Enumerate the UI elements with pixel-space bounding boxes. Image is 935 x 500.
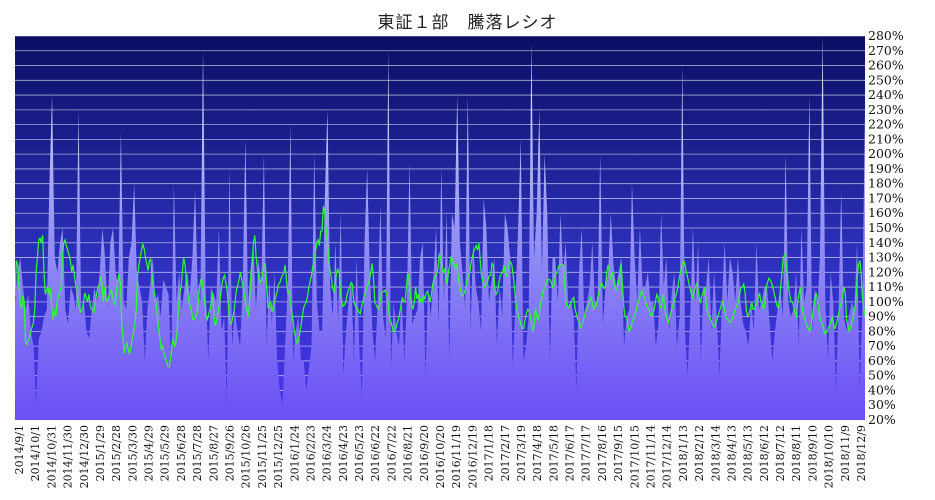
- x-tick-label: 2017/2/17: [499, 425, 512, 481]
- x-tick-label: 2018/6/12: [758, 425, 771, 481]
- y-tick-label: 220%: [868, 117, 904, 132]
- x-tick-label: 2017/1/18: [483, 425, 496, 481]
- x-tick-label: 2014/12/30: [78, 425, 91, 488]
- x-tick-label: 2016/9/20: [418, 425, 431, 481]
- y-tick-label: 30%: [868, 397, 896, 412]
- x-tick-label: 2016/2/23: [305, 425, 318, 481]
- y-tick-label: 250%: [868, 72, 904, 87]
- x-tick-label: 2018/9/10: [806, 425, 819, 481]
- x-tick-label: 2017/3/19: [515, 425, 528, 481]
- x-tick-label: 2014/10/1: [29, 425, 42, 481]
- y-tick-label: 130%: [868, 250, 904, 265]
- y-tick-label: 280%: [868, 28, 904, 43]
- x-tick-label: 2017/10/15: [628, 425, 641, 488]
- y-tick-label: 70%: [868, 338, 896, 353]
- series-25-day-line: [15, 205, 865, 368]
- x-tick-label: 2015/2/28: [110, 425, 123, 481]
- x-tick-label: 2015/1/29: [94, 425, 107, 481]
- y-tick-label: 40%: [868, 382, 896, 397]
- x-tick-label: 2016/8/21: [402, 425, 415, 481]
- y-axis: 20%30%40%50%60%70%80%90%100%110%120%130%…: [868, 28, 904, 427]
- y-tick-label: 260%: [868, 58, 904, 73]
- x-tick-label: 2015/12/25: [272, 425, 285, 488]
- y-tick-label: 160%: [868, 205, 904, 220]
- x-tick-label: 2017/8/16: [596, 425, 609, 481]
- x-tick-label: 2015/7/28: [191, 425, 204, 481]
- y-tick-label: 90%: [868, 309, 896, 324]
- x-tick-label: 2016/6/22: [369, 425, 382, 481]
- chart-title: 東証１部 騰落レシオ: [377, 13, 558, 33]
- x-tick-label: 2014/9/1: [13, 425, 26, 474]
- x-tick-label: 2017/12/14: [661, 425, 674, 488]
- x-tick-label: 2015/5/29: [159, 425, 172, 481]
- y-tick-label: 270%: [868, 43, 904, 58]
- y-tick-label: 190%: [868, 161, 904, 176]
- x-tick-label: 2015/8/27: [207, 425, 220, 481]
- x-tick-label: 2015/3/30: [126, 425, 139, 481]
- x-axis: 2014/9/1 2014/10/1 2014/10/31 2014/11/30 201…: [13, 425, 868, 488]
- x-tick-label: 2018/12/9: [855, 425, 868, 481]
- x-tick-label: 2016/5/23: [353, 425, 366, 481]
- x-tick-label: 2015/6/28: [175, 425, 188, 481]
- y-tick-label: 180%: [868, 176, 904, 191]
- y-tick-label: 50%: [868, 368, 896, 383]
- x-tick-label: 2018/7/12: [774, 425, 787, 481]
- y-tick-label: 110%: [868, 279, 904, 294]
- x-tick-label: 2015/10/26: [240, 425, 253, 488]
- x-tick-label: 2018/5/13: [742, 425, 755, 481]
- y-tick-label: 100%: [868, 294, 904, 309]
- y-tick-label: 240%: [868, 87, 904, 102]
- x-tick-label: 2017/6/17: [564, 425, 577, 481]
- x-tick-label: 2018/11/9: [839, 425, 852, 481]
- y-tick-label: 200%: [868, 146, 904, 161]
- y-tick-label: 210%: [868, 131, 904, 146]
- x-tick-label: 2018/1/13: [677, 425, 690, 481]
- x-tick-label: 2016/1/24: [288, 425, 301, 481]
- x-tick-label: 2016/12/19: [466, 425, 479, 488]
- y-tick-label: 170%: [868, 190, 904, 205]
- x-tick-label: 2016/4/23: [337, 425, 350, 481]
- y-tick-label: 230%: [868, 102, 904, 117]
- x-tick-label: 2018/4/13: [726, 425, 739, 481]
- x-tick-label: 2017/9/15: [612, 425, 625, 481]
- x-tick-label: 2016/7/22: [385, 425, 398, 481]
- x-tick-label: 2016/3/24: [321, 425, 334, 481]
- x-tick-label: 2015/11/25: [256, 425, 269, 488]
- x-tick-label: 2016/11/19: [450, 425, 463, 488]
- y-tick-label: 120%: [868, 264, 904, 279]
- x-tick-label: 2015/4/29: [143, 425, 156, 481]
- x-tick-label: 2014/11/30: [62, 425, 75, 488]
- y-tick-label: 60%: [868, 353, 896, 368]
- x-tick-label: 2015/9/26: [224, 425, 237, 481]
- y-tick-label: 150%: [868, 220, 904, 235]
- x-tick-label: 2018/3/14: [709, 425, 722, 481]
- x-tick-label: 2017/7/17: [580, 425, 593, 481]
- x-tick-label: 2018/2/12: [693, 425, 706, 481]
- x-tick-label: 2014/10/31: [45, 425, 58, 488]
- y-tick-label: 20%: [868, 412, 896, 427]
- x-tick-label: 2017/4/18: [531, 425, 544, 481]
- x-tick-label: 2017/5/18: [547, 425, 560, 481]
- y-tick-label: 140%: [868, 235, 904, 250]
- x-tick-label: 2018/8/11: [790, 425, 803, 481]
- x-tick-label: 2018/10/10: [823, 425, 836, 488]
- x-tick-label: 2017/11/14: [645, 425, 658, 488]
- x-tick-label: 2016/10/20: [434, 425, 447, 488]
- y-tick-label: 80%: [868, 323, 896, 338]
- series-daily-area: [15, 36, 865, 420]
